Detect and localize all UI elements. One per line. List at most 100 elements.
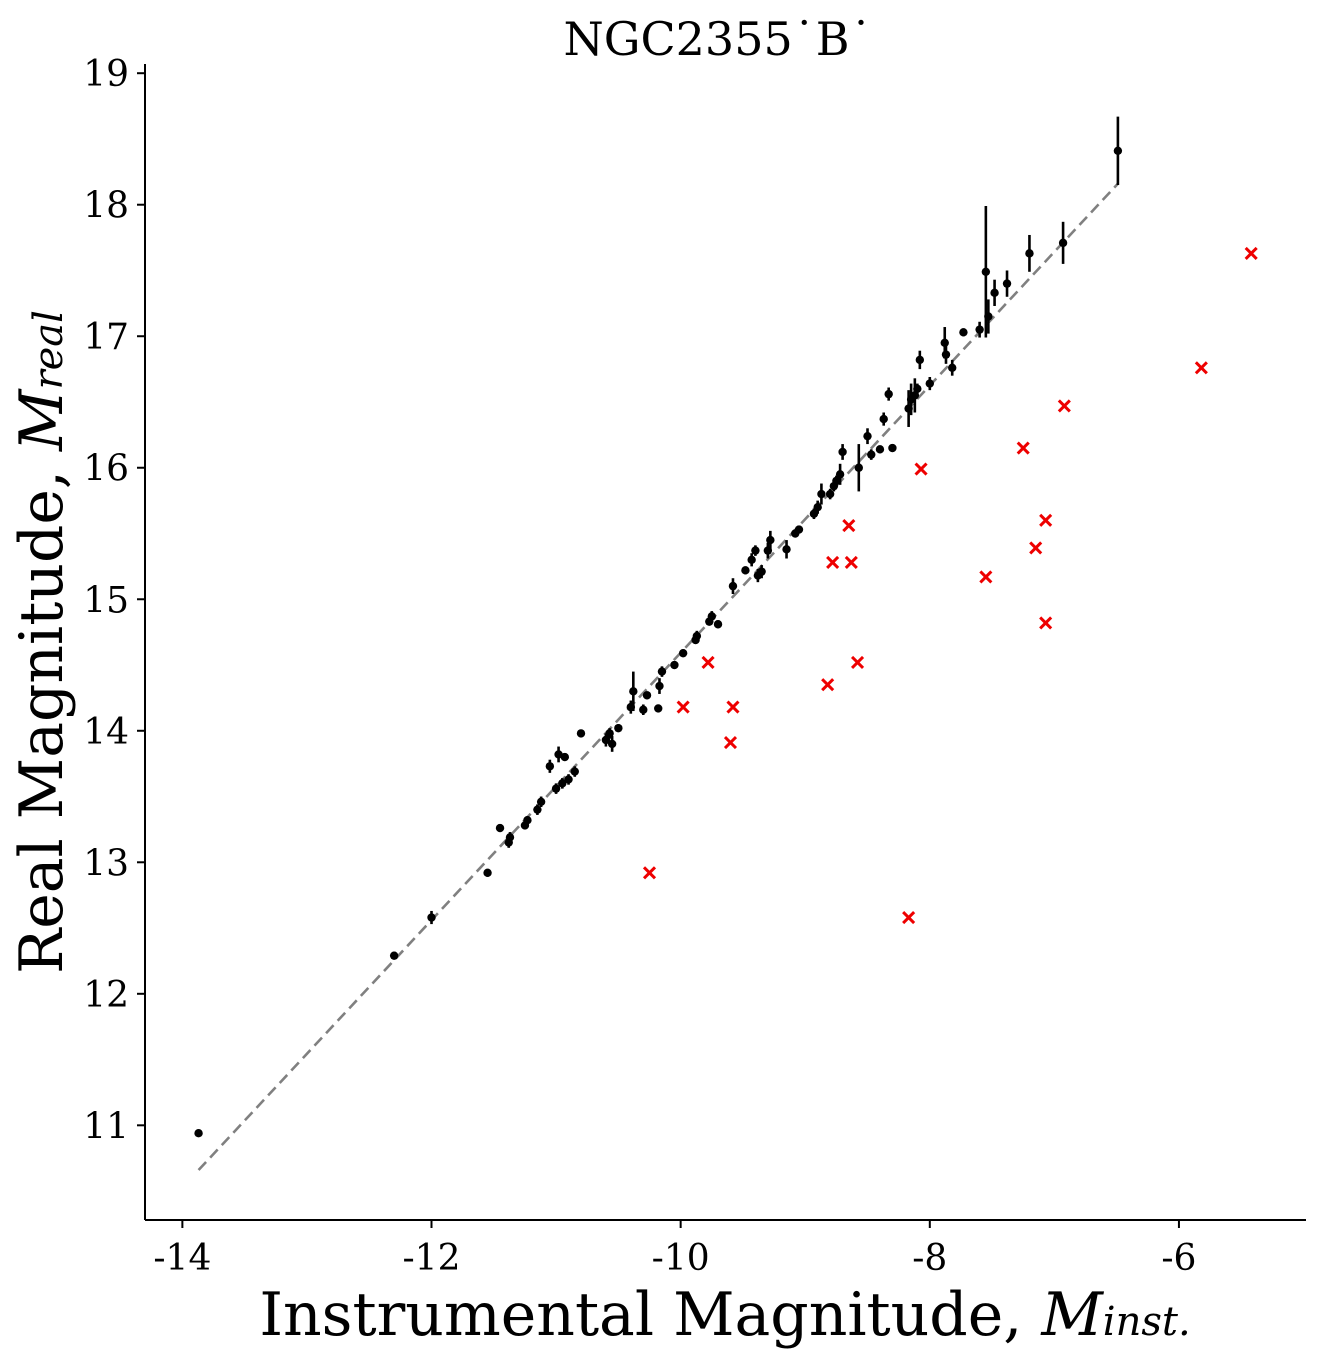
x-tick-label: -14 [153,1238,211,1279]
data-point [523,816,532,825]
data-point [655,681,664,691]
data-point [838,447,847,457]
outlier-point [1029,541,1043,555]
data-point [670,660,679,670]
data-point [888,443,897,453]
data-point [867,450,876,459]
data-point [657,667,667,676]
series-0 [194,116,1123,1138]
outlier-point [1016,441,1030,455]
data-point [794,525,804,534]
outlier-stroke [1194,361,1208,375]
x-axis-ticks: -14 -12 -10 -8 -6 [153,1220,1196,1279]
outlier-point [1057,399,1071,413]
outlier-point [826,555,840,569]
data-point [757,567,766,576]
outlier-point [1039,513,1053,527]
outlier-stroke [1016,441,1030,455]
outlier-stroke [1057,399,1071,413]
data-point [533,805,542,814]
data-point [863,431,872,441]
outlier-stroke [902,910,916,925]
data-point [1025,249,1034,258]
x-tick-label: -8 [912,1238,947,1279]
outlier-point [979,570,993,584]
outlier-stroke [1039,616,1053,630]
outlier-point [842,519,856,533]
series-1 [642,246,1258,925]
data-point [545,762,555,771]
y-axis-label: Real Magnitude, Mreal [7,310,77,974]
y-tick-label: 12 [83,975,129,1016]
data-point [389,951,399,960]
outlier-stroke [676,700,690,714]
data-point [832,476,841,486]
outlier-point [642,866,657,880]
data-point [558,779,567,788]
outlier-point [902,910,916,925]
data-point [817,489,826,499]
fit-line [197,182,1119,1171]
chart-title: NGC2355˙B˙ [563,12,872,66]
data-point [747,555,756,565]
data-point [692,631,702,641]
outlier-stroke [826,555,840,569]
data-point [813,502,822,512]
data-point [854,463,863,472]
x-axis-label-subscript: inst. [1103,1299,1191,1345]
outlier-point [723,736,738,750]
data-point [1058,238,1068,248]
data-point [751,546,760,555]
data-point [825,489,835,499]
data-point [875,445,885,454]
outlier-point [844,555,858,569]
data-point [678,648,688,658]
data-point [570,767,579,776]
data-point [782,545,791,554]
data-point [913,384,922,394]
outlier-stroke [1029,541,1043,555]
data-point [728,581,738,591]
data-point [551,784,561,793]
y-tick-label: 13 [83,843,129,884]
y-tick-label: 19 [83,54,129,95]
x-axis-label-text: Instrumental Magnitude, [259,1280,1041,1350]
data-point [984,312,993,321]
outlier-point [1244,246,1258,260]
y-tick-label: 15 [83,580,129,621]
data-point [605,729,614,738]
data-point [639,705,648,714]
outlier-point [726,700,740,714]
y-tick-label: 11 [83,1106,129,1147]
y-tick-label: 16 [83,449,129,490]
y-tick-label: 14 [83,712,129,753]
y-axis-label-text: Real Magnitude, [7,451,77,974]
data-point [536,797,546,806]
y-tick-label: 17 [83,317,129,358]
data-point [959,328,968,337]
data-point [194,1129,203,1138]
outlier-stroke [642,866,657,880]
data-point [948,363,957,372]
data-point [1113,146,1123,155]
data-point [601,735,611,745]
outlier-stroke [1244,246,1258,260]
y-tick-label: 18 [83,186,129,227]
outlier-stroke [914,462,928,476]
outlier-stroke [850,655,865,669]
data-point [564,775,573,784]
data-point [427,913,436,922]
data-point [707,612,716,621]
y-axis-label-symbol: M [7,388,77,452]
data-point [990,288,999,298]
data-point [940,338,949,348]
data-point [741,566,750,575]
x-tick-label: -6 [1161,1238,1196,1279]
outlier-point [1194,361,1208,375]
outlier-stroke [723,736,738,750]
data-point [495,823,505,833]
outlier-point [676,700,690,714]
outlier-stroke [726,700,740,714]
